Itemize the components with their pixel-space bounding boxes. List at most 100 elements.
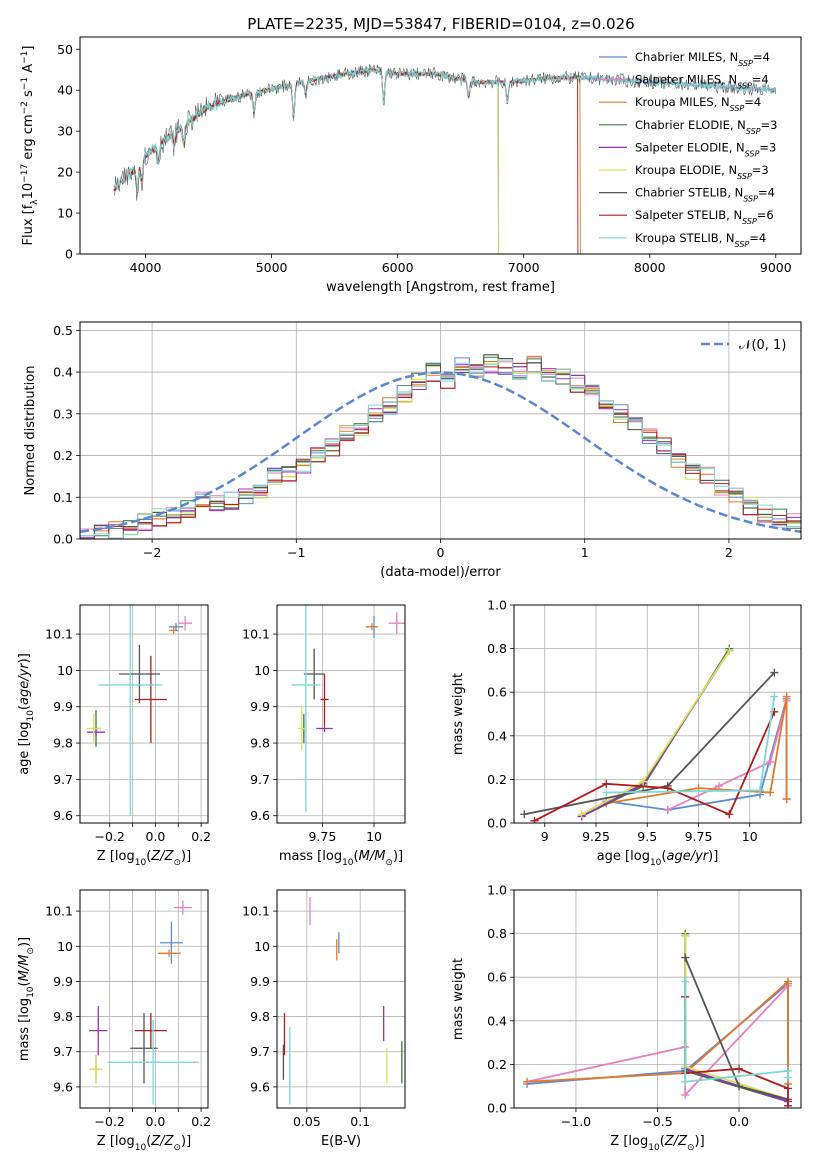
y-tick-label: 0.3 [53,406,73,421]
label-part: 10 [26,710,36,722]
panel-age-weight: 9 9.25 9.5 9.75 10 0.0 0.2 0.4 0.6 0.8 1.0 age [log… [451,598,802,868]
y-tick-label: 0.1 [53,490,73,505]
plus-marker [766,757,775,766]
label-part: )] [695,1134,705,1149]
label-part: Z/Z [150,849,174,864]
y-axis-label: Normed distribution [23,366,38,496]
y-tick-label: 0.6 [487,970,507,985]
y-tick-label: 0.6 [487,685,507,700]
legend-subscript: SSP [737,172,752,181]
legend-text: Salpeter STELIB, N [635,208,742,222]
x-tick-label: 2 [725,545,733,560]
label-part: erg cm [21,114,36,163]
axes-frame [276,604,406,824]
legend-label: Kroupa MILES, NSSP=4 [635,95,761,113]
plus-marker [735,1082,744,1091]
plus-marker [735,1064,744,1073]
errorbar-point-2 [388,612,405,635]
y-tick-label: 9.8 [250,1009,270,1024]
errorbar-point-1 [160,921,183,964]
plus-marker [783,1073,792,1082]
axes-frame [79,36,802,255]
weight-series-3 [526,979,789,1084]
y-tick-label: 10 [57,663,73,678]
y-tick-label: 0.0 [53,532,73,547]
label-part: )] [708,849,718,864]
legend-subscript: SSP [735,239,750,248]
label-part: Z [ [97,849,115,864]
label-part: 10 [21,183,36,200]
x-tick-label: 0.0 [145,1114,165,1129]
errorbar-point-8 [320,674,329,725]
y-tick-label: 9.8 [250,736,270,751]
x-tick-label: 8000 [634,260,666,275]
y-tick-label: 0.4 [487,1013,507,1028]
y-tick-label: 1.0 [487,883,507,898]
x-axis-label: (data-model)/error [380,565,501,580]
y-tick-label: 10.1 [242,627,270,642]
y-tick-label: 50 [57,42,73,57]
label-part: E(B-V) [321,1134,361,1149]
plot-area-spectrum [113,63,777,254]
plus-marker [766,788,775,797]
label-part: 10 [135,1143,147,1153]
y-tick-label: 0.0 [487,1101,507,1116]
label-part: )] [181,1134,191,1149]
x-tick-label: −0.2 [95,1114,125,1129]
x-tick-label: −2 [143,545,161,560]
legend-text: =3 [761,118,778,132]
errorbar-point-9 [98,605,163,816]
legend-subscript: SSP [737,81,752,90]
gaussian-curve [80,371,801,533]
y-tick-label: 9.9 [53,974,73,989]
y-axis-label: mass weight [451,958,466,1040]
legend-subscript: SSP [738,59,753,68]
label-part: M/M [17,955,32,982]
legend-subscript: SSP [742,217,757,226]
label-part: )] [393,849,403,864]
legend-text: Chabrier STELIB, N [635,186,743,200]
label-part: ( [354,849,359,864]
errorbar-point-3 [169,626,179,635]
plus-marker [577,810,586,819]
histogram-9 [80,359,801,539]
plot-area-mass-age [291,605,405,813]
axes-frame [276,889,406,1109]
y-tick-label: 9.7 [250,772,270,787]
y-tick-label: 10 [57,206,73,221]
errorbar-point-5 [86,728,106,736]
y-tick-label: 0 [65,247,73,262]
plus-marker [783,1084,792,1093]
label-part: ⊙ [687,1143,695,1153]
label-part: 10 [650,858,662,868]
y-tick-label: 0.8 [487,926,507,941]
label-part: Z [ [97,1134,115,1149]
spectrum-series-9 [113,66,776,192]
x-tick-label: 0 [437,545,445,560]
label-part: log [630,849,650,864]
label-part: mass [ [17,1018,32,1061]
label-part: mass [ [279,849,322,864]
x-axis-label: E(B-V) [321,1134,361,1149]
y-tick-label: 10.1 [45,904,73,919]
label-part: 10 [342,858,354,868]
legend-text: Salpeter MILES, N [635,73,737,87]
y-tick-label: 0.4 [487,728,507,743]
y-tick-label: 10 [254,663,270,678]
y-tick-label: 9.6 [53,1079,73,1094]
legend-text: =4 [749,231,766,245]
y-tick-label: 9.6 [53,808,73,823]
axes-frame [79,604,209,824]
y-tick-label: 10 [57,939,73,954]
x-tick-label: 9.75 [685,829,713,844]
plus-marker [725,646,734,655]
legend-label: Kroupa STELIB, NSSP=4 [635,231,766,249]
label-part: ( [146,849,151,864]
x-axis-label: Z [log10(Z/Z⊙)] [97,1134,191,1153]
y-tick-label: 0.0 [487,816,507,831]
figure-title: PLATE=2235, MJD=53847, FIBERID=0104, z=0… [247,15,634,33]
label-part: Z/Z [664,1134,688,1149]
